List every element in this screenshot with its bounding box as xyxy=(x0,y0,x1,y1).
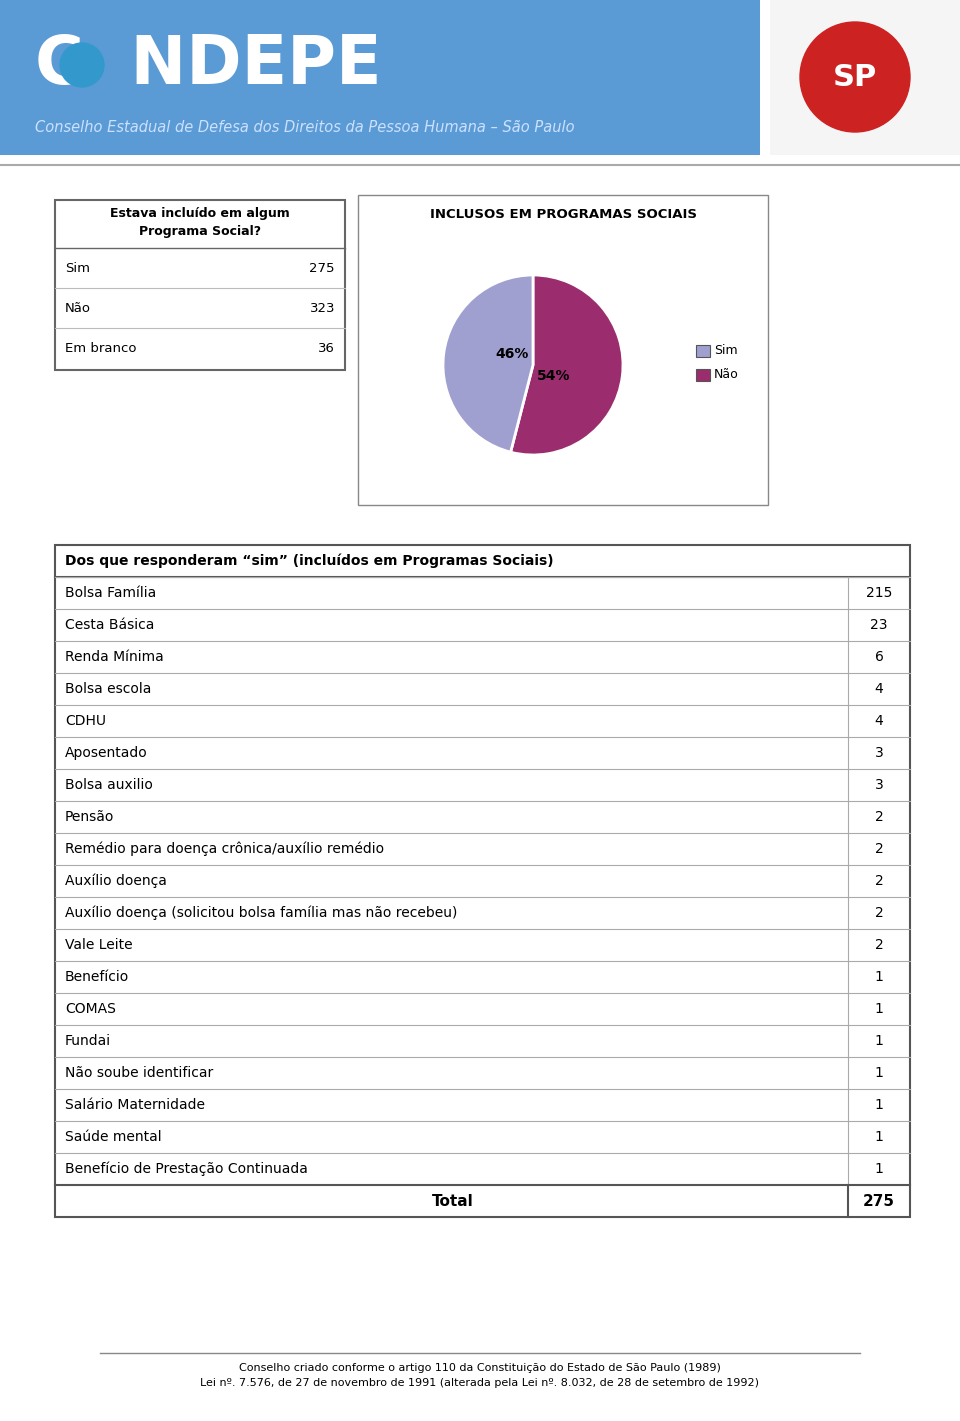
Bar xyxy=(696,369,710,381)
Text: Lei nº. 7.576, de 27 de novembro de 1991 (alterada pela Lei nº. 8.032, de 28 de : Lei nº. 7.576, de 27 de novembro de 1991… xyxy=(201,1378,759,1388)
Text: COMAS: COMAS xyxy=(65,1002,116,1016)
Text: 23: 23 xyxy=(871,618,888,632)
Bar xyxy=(358,195,768,504)
Text: INCLUSOS EM PROGRAMAS SOCIAIS: INCLUSOS EM PROGRAMAS SOCIAIS xyxy=(429,209,697,222)
Text: 3: 3 xyxy=(875,746,883,760)
Text: Remédio para doença crônica/auxílio remédio: Remédio para doença crônica/auxílio remé… xyxy=(65,841,384,857)
Text: 2: 2 xyxy=(875,907,883,919)
Text: Auxílio doença: Auxílio doença xyxy=(65,874,167,888)
Text: Bolsa Família: Bolsa Família xyxy=(65,585,156,600)
Text: Bolsa escola: Bolsa escola xyxy=(65,682,152,696)
Text: 36: 36 xyxy=(318,341,335,354)
Text: Auxílio doença (solicitou bolsa família mas não recebeu): Auxílio doença (solicitou bolsa família … xyxy=(65,905,457,921)
Text: 2: 2 xyxy=(875,810,883,824)
Text: Benefício de Prestação Continuada: Benefício de Prestação Continuada xyxy=(65,1162,308,1177)
Text: 1: 1 xyxy=(875,1066,883,1080)
Text: Conselho criado conforme o artigo 110 da Constituição do Estado de São Paulo (19: Conselho criado conforme o artigo 110 da… xyxy=(239,1363,721,1373)
Text: Fundai: Fundai xyxy=(65,1034,111,1049)
Text: 54%: 54% xyxy=(538,369,571,384)
Text: Aposentado: Aposentado xyxy=(65,746,148,760)
Text: Renda Mínima: Renda Mínima xyxy=(65,649,164,664)
Bar xyxy=(0,0,760,155)
Text: 1: 1 xyxy=(875,1162,883,1177)
Text: Conselho Estadual de Defesa dos Direitos da Pessoa Humana – São Paulo: Conselho Estadual de Defesa dos Direitos… xyxy=(35,121,575,135)
Text: 46%: 46% xyxy=(495,347,529,361)
Text: C  NDEPE: C NDEPE xyxy=(35,33,381,98)
Text: CDHU: CDHU xyxy=(65,713,106,728)
Text: Vale Leite: Vale Leite xyxy=(65,938,132,952)
Text: 1: 1 xyxy=(875,1130,883,1144)
Text: 4: 4 xyxy=(875,682,883,696)
Bar xyxy=(696,345,710,357)
Text: Não soube identificar: Não soube identificar xyxy=(65,1066,213,1080)
Text: 275: 275 xyxy=(863,1194,895,1208)
Circle shape xyxy=(60,43,104,87)
Text: 1: 1 xyxy=(875,1002,883,1016)
Text: 2: 2 xyxy=(875,874,883,888)
Text: Não: Não xyxy=(714,368,739,381)
Text: 1: 1 xyxy=(875,1034,883,1049)
Text: Sim: Sim xyxy=(714,344,737,358)
Wedge shape xyxy=(443,276,533,452)
Text: 3: 3 xyxy=(875,779,883,791)
Text: SP: SP xyxy=(833,63,877,91)
Text: Estava incluído em algum
Programa Social?: Estava incluído em algum Programa Social… xyxy=(110,207,290,239)
Bar xyxy=(770,0,960,155)
Text: Pensão: Pensão xyxy=(65,810,114,824)
Text: 6: 6 xyxy=(875,649,883,664)
Text: Sim: Sim xyxy=(65,261,90,274)
Text: Não: Não xyxy=(65,301,91,314)
Text: 4: 4 xyxy=(875,713,883,728)
Text: 2: 2 xyxy=(875,938,883,952)
Text: Bolsa auxilio: Bolsa auxilio xyxy=(65,779,153,791)
Text: 2: 2 xyxy=(875,843,883,855)
Wedge shape xyxy=(511,276,623,455)
Text: Benefício: Benefício xyxy=(65,971,130,983)
Bar xyxy=(55,200,345,369)
Text: Dos que responderam “sim” (incluídos em Programas Sociais): Dos que responderam “sim” (incluídos em … xyxy=(65,554,554,568)
Text: Total: Total xyxy=(432,1194,473,1208)
Text: 1: 1 xyxy=(875,971,883,983)
Text: 275: 275 xyxy=(309,261,335,274)
Text: Saúde mental: Saúde mental xyxy=(65,1130,161,1144)
Bar xyxy=(55,546,910,1216)
Text: 215: 215 xyxy=(866,585,892,600)
Text: 323: 323 xyxy=(309,301,335,314)
Text: Cesta Básica: Cesta Básica xyxy=(65,618,155,632)
Circle shape xyxy=(800,21,910,132)
Text: 1: 1 xyxy=(875,1098,883,1113)
Text: Em branco: Em branco xyxy=(65,341,136,354)
Text: Salário Maternidade: Salário Maternidade xyxy=(65,1098,205,1113)
